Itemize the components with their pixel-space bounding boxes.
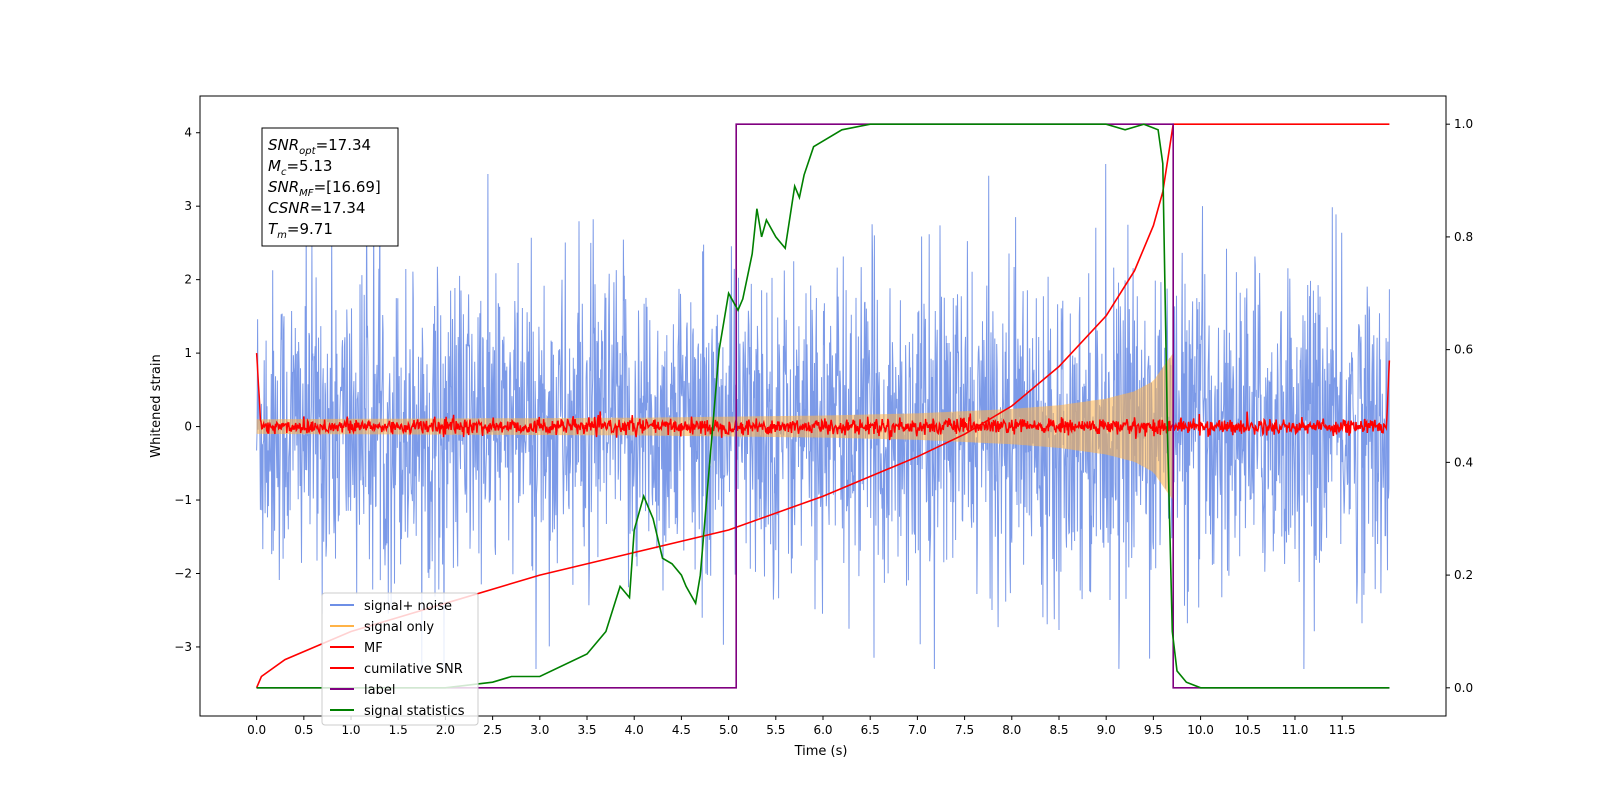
info-line: Tm=9.71 xyxy=(268,220,333,241)
x-tick-label: 9.0 xyxy=(1097,723,1116,737)
x-tick-label: 11.0 xyxy=(1282,723,1309,737)
x-tick-label: 1.5 xyxy=(389,723,408,737)
x-tick-label: 8.0 xyxy=(1002,723,1021,737)
x-tick-label: 0.5 xyxy=(294,723,313,737)
x-tick-label: 5.0 xyxy=(719,723,738,737)
y-tick-label: 0 xyxy=(184,420,192,434)
x-tick-label: 6.5 xyxy=(861,723,880,737)
x-tick-label: 7.0 xyxy=(908,723,927,737)
x-tick-label: 8.5 xyxy=(1049,723,1068,737)
legend-entry: signal only xyxy=(364,620,434,635)
y2-tick-label: 0.4 xyxy=(1454,455,1473,469)
x-tick-label: 6.0 xyxy=(813,723,832,737)
y-tick-label: −1 xyxy=(174,493,192,507)
x-tick-label: 7.5 xyxy=(955,723,974,737)
y-axis-left: −3 −2 −1 0 1 2 3 4 xyxy=(174,126,200,654)
y2-tick-label: 0.8 xyxy=(1454,230,1473,244)
x-axis: 0.0 0.5 1.0 1.5 2.0 2.5 3.0 3.5 4.0 4.5 5.0 5.5 6.0 6… xyxy=(247,716,1356,737)
x-tick-label: 10.5 xyxy=(1234,723,1261,737)
info-box-frame xyxy=(261,127,399,247)
legend-entry: cumilative SNR xyxy=(364,662,463,677)
legend: signal+ noise signal only MF cumilative SNR… xyxy=(321,592,479,726)
y-tick-label: −2 xyxy=(174,566,192,580)
x-tick-label: 1.0 xyxy=(341,723,360,737)
x-tick-label: 3.5 xyxy=(577,723,596,737)
series-signal-noise xyxy=(256,132,1390,670)
y-axis-right: 0.0 0.2 0.4 0.6 0.8 1.0 xyxy=(1446,117,1473,695)
x-tick-label: 2.5 xyxy=(483,723,502,737)
x-tick-label: 3.0 xyxy=(530,723,549,737)
info-line: CSNR=17.34 xyxy=(268,199,365,217)
series-signal-statistics xyxy=(256,123,1390,689)
legend-entry: label xyxy=(364,683,395,698)
stats-info-box: SNRopt=17.34Mc=5.13SNRMF=[16.69]CSNR=17.… xyxy=(261,127,399,247)
y2-tick-label: 1.0 xyxy=(1454,117,1473,131)
y2-tick-label: 0.6 xyxy=(1454,343,1473,357)
legend-entry: MF xyxy=(364,641,383,656)
info-line: SNRMF=[16.69] xyxy=(268,178,381,199)
y-tick-label: 4 xyxy=(184,126,192,140)
x-tick-label: 11.5 xyxy=(1329,723,1356,737)
y2-tick-label: 0.2 xyxy=(1454,568,1473,582)
y-axis-label: Whitened strain xyxy=(149,354,164,457)
y-tick-label: 1 xyxy=(184,346,192,360)
y-tick-label: 2 xyxy=(184,273,192,287)
x-tick-label: 0.0 xyxy=(247,723,266,737)
series-mf xyxy=(255,353,1391,441)
x-tick-label: 4.5 xyxy=(672,723,691,737)
x-tick-label: 10.0 xyxy=(1187,723,1214,737)
y-tick-label: −3 xyxy=(174,640,192,654)
info-line: Mc=5.13 xyxy=(268,157,332,178)
y-tick-label: 3 xyxy=(184,199,192,213)
x-tick-label: 2.0 xyxy=(436,723,455,737)
x-tick-label: 9.5 xyxy=(1144,723,1163,737)
x-tick-label: 5.5 xyxy=(766,723,785,737)
info-line: SNRopt=17.34 xyxy=(268,136,371,157)
x-tick-label: 4.0 xyxy=(625,723,644,737)
legend-entry: signal statistics xyxy=(364,704,465,719)
legend-frame xyxy=(321,592,479,726)
x-axis-label: Time (s) xyxy=(794,744,848,759)
y2-tick-label: 0.0 xyxy=(1454,681,1473,695)
legend-entry: signal+ noise xyxy=(364,599,452,614)
